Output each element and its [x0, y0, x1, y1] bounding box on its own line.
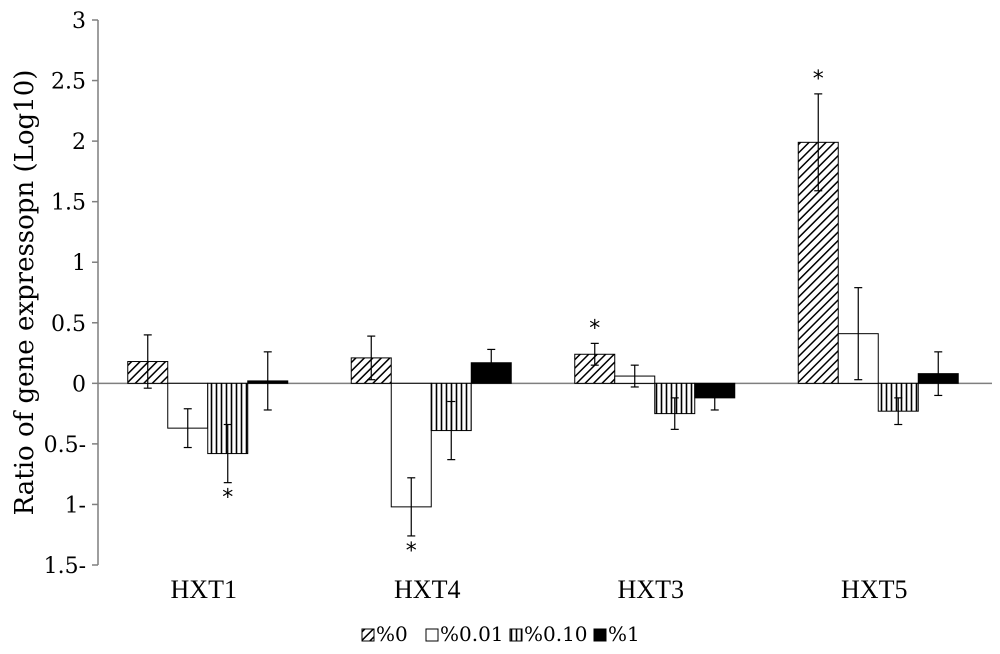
legend-swatch-1 [425, 628, 439, 642]
y-tick-label: 1- [65, 493, 86, 518]
significance-star: * [589, 316, 600, 341]
legend-swatch-0 [361, 628, 375, 642]
legend-label-2: %0.10 [524, 622, 588, 646]
y-axis-title: Ratio of gene expressopn (Log10) [10, 70, 40, 516]
y-tick-label: 0.5 [51, 312, 86, 337]
y-tick-label: 0.5- [44, 433, 86, 458]
significance-star: * [406, 539, 417, 564]
y-tick-label: 2.5 [51, 70, 86, 95]
y-tick-label: 3 [72, 9, 86, 34]
legend-label-3: %1 [608, 622, 640, 646]
legend-label-0: %0 [376, 622, 408, 646]
x-tick-label: HXT1 [171, 575, 237, 604]
x-tick-label: HXT5 [841, 575, 907, 604]
chart-legend: %0 %0.01 %0.10 %1 [361, 622, 640, 646]
chart-bars [127, 93, 959, 537]
y-tick-label: 1.5 [51, 191, 86, 216]
x-tick-label: HXT3 [618, 575, 684, 604]
chart-labels: Ratio of gene expressopn (Log10) * HXT1 * HX… [10, 67, 907, 604]
legend-swatch-3 [593, 628, 607, 642]
y-tick-label: 2 [72, 130, 86, 155]
significance-star: * [222, 486, 233, 511]
x-tick-label: HXT4 [394, 575, 460, 604]
significance-star: * [813, 67, 824, 92]
legend-swatch-2 [509, 628, 523, 642]
y-tick-label: 1.5- [44, 554, 86, 579]
y-tick-label: 0 [72, 372, 86, 397]
y-tick-label: 1 [72, 251, 86, 276]
chart-axes: 3 2.5 2 1.5 1 0.5 0 0.5- 1- 1.5- [44, 9, 992, 579]
legend-label-1: %0.01 [440, 622, 504, 646]
